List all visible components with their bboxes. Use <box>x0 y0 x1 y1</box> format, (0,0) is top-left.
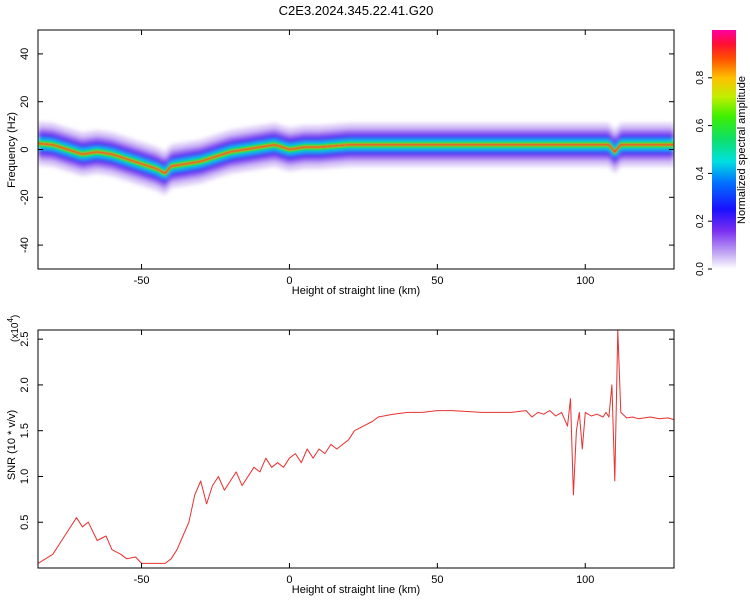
colorbar-tick-label: 0.6 <box>695 118 706 132</box>
spectrogram-x-label: Height of straight line (km) <box>292 285 420 297</box>
colorbar: 0.0 0.2 0.4 0.6 0.8 Normalized spectral ampl… <box>695 30 748 276</box>
spectrogram-x-tick-label: 100 <box>576 275 594 287</box>
colorbar-label: Normalized spectral amplitude <box>736 76 748 224</box>
snr-x-tick-label: 100 <box>576 574 594 586</box>
snr-y-label: SNR (10 * v/v) <box>6 410 18 480</box>
snr-y-tick-label: 0.5 <box>19 515 31 530</box>
colorbar-tick-label: 0.2 <box>695 214 706 228</box>
snr-frame <box>37 329 675 569</box>
snr-multiplier-exp: 4 <box>6 318 15 323</box>
spectrogram-x-tick-label: -50 <box>134 275 150 287</box>
snr-x-axis: -50 0 50 100 <box>134 330 594 586</box>
spectrogram-core <box>38 140 674 177</box>
spectrogram-panel: -50 0 50 100 40 20 0 -20 -40 Height of straight… <box>6 29 675 297</box>
spectrogram-y-tick-label: -40 <box>19 237 31 253</box>
spectrogram-band <box>38 138 674 179</box>
spectrogram-x-tick-label: 0 <box>286 275 292 287</box>
spectrogram-band <box>38 140 674 177</box>
snr-x-label: Height of straight line (km) <box>292 584 420 596</box>
colorbar-tick-label: 0.4 <box>695 166 706 180</box>
page-title: C2E3.2024.345.22.41.G20 <box>279 3 434 18</box>
snr-y-tick-label: 2.0 <box>19 377 31 392</box>
spectrogram-y-label: Frequency (Hz) <box>6 112 18 188</box>
colorbar-tick-label: 0.0 <box>695 262 706 276</box>
snr-x-tick-label: 0 <box>286 574 292 586</box>
snr-x-tick-label: 50 <box>431 574 443 586</box>
snr-series-line <box>38 330 674 564</box>
spectrogram-ridge-peak <box>38 142 674 175</box>
snr-x-tick-label: -50 <box>134 574 150 586</box>
snr-panel: -50 0 50 100 0.5 1.0 1.5 2.0 2.5 Height of stra… <box>6 315 675 596</box>
spectrogram-x-axis: -50 0 50 100 <box>134 30 594 287</box>
snr-multiplier: (x104) <box>6 315 21 342</box>
spectrogram-y-tick-label: 40 <box>19 48 31 60</box>
snr-y-tick-label: 1.5 <box>19 423 31 438</box>
spectrogram-y-tick-label: -20 <box>19 189 31 205</box>
colorbar-tick-label: 0.8 <box>695 70 706 84</box>
svg-text:(x104): (x104) <box>6 315 21 342</box>
colorbar-ticks: 0.0 0.2 0.4 0.6 0.8 <box>695 70 712 276</box>
snr-multiplier-base: (x10 <box>10 322 21 342</box>
snr-multiplier-close: ) <box>10 315 21 318</box>
spectrogram-y-axis: 40 20 0 -20 -40 <box>19 48 674 253</box>
snr-y-axis: 0.5 1.0 1.5 2.0 2.5 <box>19 332 674 530</box>
snr-y-tick-label: 2.5 <box>19 332 31 347</box>
spectrogram-y-tick-label: 20 <box>19 96 31 108</box>
spectrogram-x-tick-label: 50 <box>431 275 443 287</box>
colorbar-gradient <box>712 30 736 269</box>
snr-y-tick-label: 1.0 <box>19 469 31 484</box>
spectrogram-y-tick-label: 0 <box>19 146 31 152</box>
